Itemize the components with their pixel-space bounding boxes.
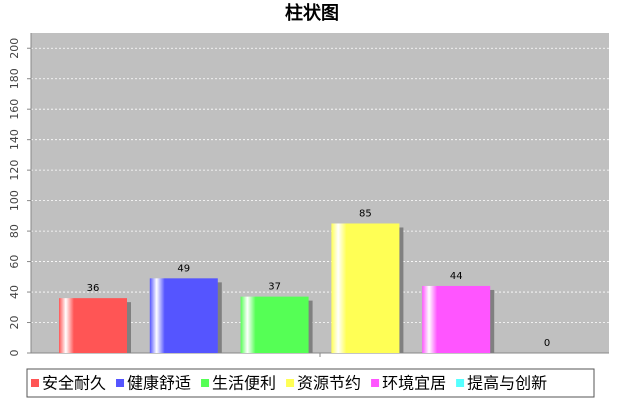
legend-label: 生活便利 bbox=[212, 374, 276, 393]
legend-label: 健康舒适 bbox=[127, 374, 191, 393]
value-label: 0 bbox=[544, 338, 550, 349]
y-tick-label: 80 bbox=[8, 224, 21, 238]
legend-swatch bbox=[116, 379, 125, 387]
bar bbox=[331, 223, 400, 353]
y-tick-label: 20 bbox=[8, 316, 21, 330]
value-label: 37 bbox=[268, 282, 281, 293]
value-label: 85 bbox=[359, 208, 372, 219]
legend-swatch bbox=[286, 379, 295, 387]
value-label: 44 bbox=[450, 271, 463, 282]
y-tick-label: 140 bbox=[8, 129, 21, 150]
value-label: 36 bbox=[87, 283, 100, 294]
plot-area bbox=[31, 33, 609, 353]
y-tick-label: 180 bbox=[8, 68, 21, 89]
legend-label: 提高与创新 bbox=[467, 374, 547, 393]
bar bbox=[422, 285, 491, 353]
y-tick-label: 160 bbox=[8, 99, 21, 120]
legend-swatch bbox=[31, 379, 39, 387]
legend-label: 资源节约 bbox=[297, 374, 361, 393]
value-label: 49 bbox=[177, 263, 190, 274]
y-tick-label: 0 bbox=[8, 350, 21, 357]
bar bbox=[149, 278, 218, 353]
y-tick-label: 60 bbox=[8, 255, 21, 269]
legend-label: 环境宜居 bbox=[382, 374, 446, 393]
y-tick-label: 120 bbox=[8, 160, 21, 181]
legend-label: 安全耐久 bbox=[42, 374, 106, 393]
legend-swatch bbox=[201, 379, 210, 387]
legend-swatch bbox=[456, 379, 465, 387]
y-tick-label: 40 bbox=[8, 285, 21, 299]
y-tick-label: 200 bbox=[8, 38, 21, 59]
chart-title: 柱状图 bbox=[285, 2, 339, 24]
bar bbox=[59, 298, 127, 353]
legend-swatch bbox=[371, 379, 380, 387]
y-tick-label: 100 bbox=[8, 190, 21, 211]
bar bbox=[240, 296, 309, 353]
